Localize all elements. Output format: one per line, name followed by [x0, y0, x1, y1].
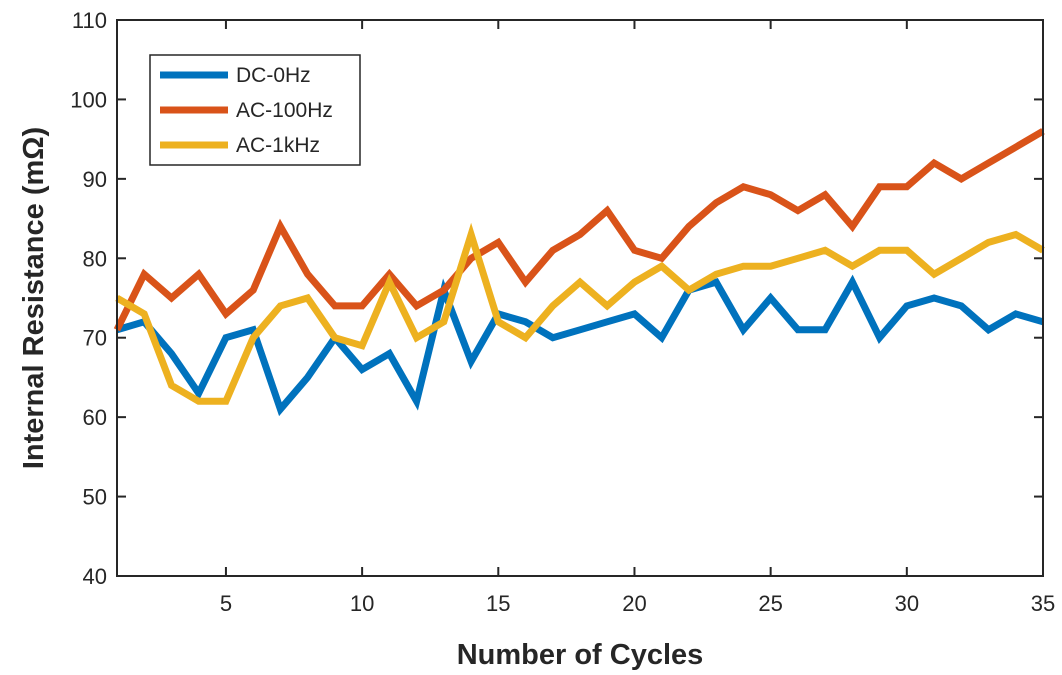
legend-label: AC-100Hz [236, 99, 333, 122]
y-tick-label: 50 [83, 485, 107, 510]
series-line-ac-100hz [113, 128, 1045, 332]
plot-marks [113, 128, 1045, 417]
legend-label: DC-0Hz [236, 64, 311, 87]
y-tick-label: 40 [83, 564, 107, 589]
legend-label: AC-1kHz [236, 134, 320, 157]
y-tick-label: 110 [72, 8, 107, 33]
y-tick-label: 100 [70, 87, 107, 112]
plot-frame [116, 19, 1044, 577]
x-tick-label: 5 [220, 591, 232, 616]
axis-ticks: 5 10 15 20 25 30 35 40 50 60 70 80 90 100 110 [70, 8, 1055, 616]
x-tick-label: 15 [486, 591, 510, 616]
y-tick-label: 70 [83, 326, 107, 351]
y-tick-label: 80 [83, 246, 107, 271]
x-tick-label: 35 [1031, 591, 1055, 616]
x-tick-label: 25 [758, 591, 782, 616]
series-line-dc-0hz [116, 274, 1044, 417]
x-tick-label: 10 [350, 591, 374, 616]
y-tick-label: 90 [83, 167, 107, 192]
x-axis-label: Number of Cycles [457, 639, 704, 671]
y-tick-label: 60 [83, 405, 107, 430]
y-axis-label: Internal Resistance (mΩ) [18, 127, 50, 469]
x-tick-label: 30 [895, 591, 919, 616]
series-line-ac-1khz [115, 222, 1045, 405]
x-tick-label: 20 [622, 591, 646, 616]
legend: DC-0Hz AC-100Hz AC-1kHz [149, 54, 361, 166]
